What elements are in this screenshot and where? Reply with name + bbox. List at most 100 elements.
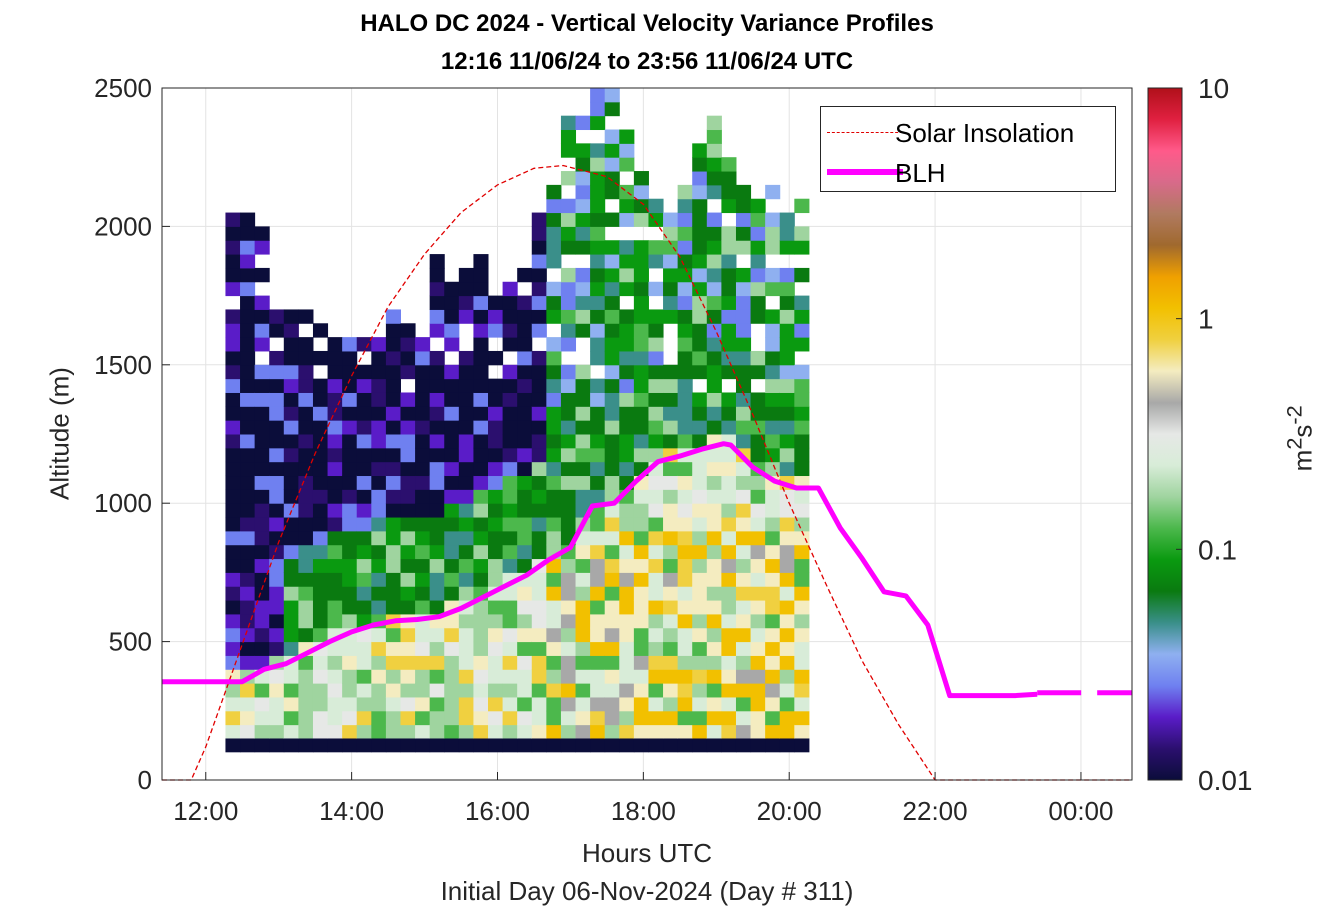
- heatmap-cell: [604, 378, 620, 393]
- heatmap-cell: [415, 641, 431, 656]
- heatmap-cell: [342, 461, 358, 477]
- heatmap-cell: [254, 434, 270, 449]
- heatmap-cell: [779, 655, 795, 670]
- heatmap-cell: [298, 434, 314, 449]
- heatmap-cell: [458, 613, 474, 629]
- heatmap-cell: [692, 669, 708, 684]
- heatmap-cell: [546, 350, 562, 366]
- heatmap-cell: [779, 572, 795, 587]
- heatmap-cell: [517, 669, 533, 684]
- heatmap-cell: [721, 267, 737, 283]
- heatmap-cell: [604, 281, 620, 297]
- heatmap-cell: [575, 738, 591, 753]
- heatmap-cell: [546, 724, 562, 739]
- heatmap-cell: [415, 392, 431, 407]
- heatmap-cell: [648, 475, 664, 490]
- heatmap-cell: [765, 434, 781, 449]
- heatmap-cell: [663, 378, 679, 393]
- heatmap-cell: [298, 517, 314, 532]
- heatmap-cell: [517, 378, 533, 393]
- heatmap-cell: [619, 544, 635, 560]
- heatmap-cell: [560, 309, 577, 324]
- heatmap-cell: [575, 226, 591, 241]
- heatmap-cell: [458, 447, 474, 463]
- heatmap-cell: [750, 724, 766, 739]
- heatmap-cell: [779, 503, 795, 518]
- heatmap-cell: [312, 350, 329, 366]
- heatmap-cell: [240, 503, 256, 518]
- heatmap-cell: [575, 669, 591, 684]
- heatmap-cell: [488, 503, 504, 518]
- heatmap-cell: [546, 641, 562, 656]
- heatmap-cell: [692, 613, 708, 629]
- heatmap-cell: [619, 212, 635, 227]
- heatmap-cell: [502, 378, 518, 393]
- heatmap-cell: [473, 406, 489, 421]
- heatmap-cell: [590, 683, 606, 698]
- heatmap-cell: [444, 378, 460, 393]
- heatmap-cell: [400, 420, 416, 435]
- heatmap-cell: [531, 724, 547, 739]
- heatmap-cell: [677, 240, 693, 255]
- heatmap-cell: [415, 558, 431, 573]
- heatmap-cell: [779, 586, 795, 601]
- heatmap-cell: [750, 517, 766, 532]
- heatmap-cell: [458, 572, 474, 587]
- heatmap-cell: [342, 406, 358, 421]
- heatmap-cell: [356, 406, 372, 421]
- heatmap-cell: [575, 392, 591, 407]
- heatmap-cell: [225, 572, 241, 587]
- heatmap-cell: [444, 669, 460, 684]
- heatmap-cell: [663, 226, 679, 241]
- heatmap-cell: [240, 461, 256, 477]
- heatmap-cell: [575, 184, 591, 200]
- heatmap-cell: [633, 184, 649, 200]
- heatmap-cell: [735, 572, 752, 587]
- heatmap-cell: [765, 724, 781, 739]
- heatmap-cell: [327, 406, 343, 421]
- heatmap-cell: [794, 544, 810, 560]
- heatmap-cell: [371, 392, 387, 407]
- heatmap-cell: [750, 600, 766, 615]
- heatmap-cell: [619, 572, 635, 587]
- heatmap-cell: [400, 683, 416, 698]
- heatmap-cell: [604, 669, 620, 684]
- heatmap-cell: [604, 184, 620, 200]
- heatmap-cell: [415, 738, 431, 753]
- heatmap-cell: [400, 475, 416, 490]
- heatmap-cell: [619, 461, 635, 477]
- heatmap-cell: [254, 544, 270, 560]
- heatmap-cell: [560, 267, 577, 283]
- heatmap-cell: [342, 447, 358, 463]
- heatmap-cell: [735, 475, 752, 490]
- heatmap-cell: [269, 323, 285, 338]
- heatmap-cell: [735, 434, 752, 449]
- heatmap-cell: [560, 378, 577, 393]
- heatmap-cell: [444, 309, 460, 324]
- heatmap-cell: [779, 226, 795, 241]
- heatmap-cell: [677, 738, 693, 753]
- heatmap-cell: [473, 392, 489, 407]
- heatmap-cell: [444, 503, 460, 518]
- heatmap-cell: [444, 434, 460, 449]
- heatmap-cell: [677, 461, 693, 477]
- heatmap-cell: [342, 434, 358, 449]
- heatmap-cell: [254, 295, 270, 310]
- heatmap-cell: [225, 586, 241, 601]
- heatmap-cell: [560, 696, 577, 712]
- heatmap-cell: [560, 475, 577, 490]
- heatmap-cell: [385, 517, 401, 532]
- heatmap-cell: [312, 655, 329, 670]
- heatmap-cell: [415, 406, 431, 421]
- heatmap-cell: [677, 295, 693, 310]
- heatmap-cell: [663, 420, 679, 435]
- heatmap-cell: [473, 600, 489, 615]
- heatmap-cell: [531, 489, 547, 504]
- heatmap-cell: [692, 641, 708, 656]
- heatmap-cell: [663, 295, 679, 310]
- heatmap-cell: [517, 544, 533, 560]
- heatmap-cell: [560, 503, 577, 518]
- heatmap-cell: [546, 240, 562, 255]
- heatmap-cell: [663, 738, 679, 753]
- heatmap-cell: [371, 627, 387, 643]
